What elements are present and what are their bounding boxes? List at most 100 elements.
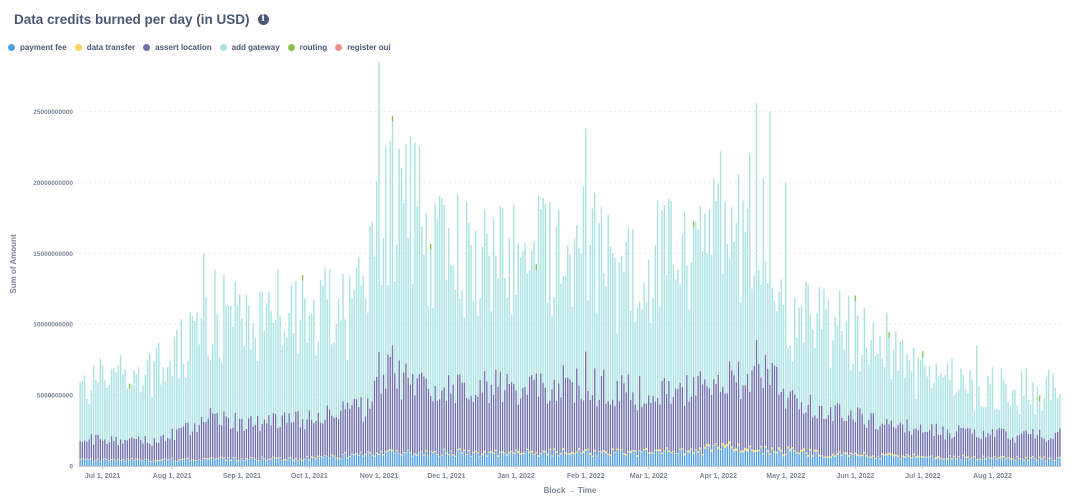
- bar-segment-payment-fee[interactable]: [409, 452, 412, 466]
- legend-item-routing[interactable]: routing: [287, 43, 327, 52]
- bar-segment-assert-location[interactable]: [578, 385, 580, 449]
- bar-segment-data-transfer[interactable]: [497, 455, 499, 457]
- bar-segment-routing[interactable]: [854, 295, 857, 302]
- bar-segment-assert-location[interactable]: [634, 404, 636, 451]
- bar-segment-add-gateway[interactable]: [814, 348, 816, 416]
- bar-segment-data-transfer[interactable]: [863, 451, 866, 454]
- bar-segment-assert-location[interactable]: [854, 422, 857, 453]
- bar-segment-add-gateway[interactable]: [308, 315, 311, 411]
- bar-segment-assert-location[interactable]: [270, 425, 272, 459]
- bar-segment-data-transfer[interactable]: [987, 456, 989, 458]
- bar-segment-payment-fee[interactable]: [832, 455, 834, 466]
- bar-segment-add-gateway[interactable]: [767, 283, 769, 369]
- bar-segment-payment-fee[interactable]: [1032, 457, 1034, 466]
- bar-segment-payment-fee[interactable]: [695, 449, 697, 466]
- bar-segment-assert-location[interactable]: [135, 438, 137, 459]
- bar-segment-assert-location[interactable]: [176, 429, 178, 461]
- bar-segment-data-transfer[interactable]: [971, 456, 973, 458]
- bar-segment-data-transfer[interactable]: [803, 448, 805, 451]
- bar-segment-data-transfer[interactable]: [171, 457, 173, 459]
- bar-segment-assert-location[interactable]: [964, 428, 967, 457]
- bar-segment-payment-fee[interactable]: [463, 450, 466, 466]
- bar-segment-payment-fee[interactable]: [715, 444, 717, 466]
- bar-segment-add-gateway[interactable]: [809, 314, 812, 395]
- bar-segment-add-gateway[interactable]: [576, 225, 578, 369]
- bar-segment-add-gateway[interactable]: [856, 315, 859, 408]
- bar-segment-assert-location[interactable]: [645, 403, 648, 448]
- bar-segment-data-transfer[interactable]: [382, 453, 385, 456]
- bar-segment-assert-location[interactable]: [364, 416, 367, 454]
- bar-segment-assert-location[interactable]: [272, 412, 275, 457]
- legend-item-assert-location[interactable]: assert location: [143, 43, 212, 52]
- bar-segment-assert-location[interactable]: [661, 380, 663, 453]
- bar-segment-assert-location[interactable]: [787, 397, 789, 447]
- bar-segment-payment-fee[interactable]: [164, 458, 167, 466]
- bar-segment-assert-location[interactable]: [996, 429, 998, 459]
- bar-segment-add-gateway[interactable]: [155, 347, 158, 443]
- bar-segment-assert-location[interactable]: [513, 383, 515, 453]
- bar-segment-add-gateway[interactable]: [315, 355, 317, 421]
- bar-segment-assert-location[interactable]: [434, 385, 436, 452]
- bar-segment-add-gateway[interactable]: [1056, 398, 1059, 432]
- bar-segment-data-transfer[interactable]: [158, 460, 160, 461]
- bar-segment-payment-fee[interactable]: [753, 452, 755, 466]
- bar-segment-assert-location[interactable]: [160, 436, 162, 460]
- bar-segment-data-transfer[interactable]: [488, 451, 490, 453]
- bar-segment-payment-fee[interactable]: [717, 449, 719, 466]
- bar-segment-assert-location[interactable]: [234, 412, 236, 458]
- bar-segment-assert-location[interactable]: [524, 386, 526, 453]
- bar-segment-payment-fee[interactable]: [414, 454, 416, 466]
- bar-segment-payment-fee[interactable]: [558, 456, 560, 467]
- bar-segment-add-gateway[interactable]: [304, 298, 306, 430]
- bar-segment-add-gateway[interactable]: [483, 209, 486, 371]
- bar-segment-payment-fee[interactable]: [441, 455, 443, 466]
- bar-segment-data-transfer[interactable]: [665, 447, 668, 450]
- bar-segment-payment-fee[interactable]: [349, 456, 351, 466]
- bar-segment-assert-location[interactable]: [510, 381, 513, 451]
- bar-segment-assert-location[interactable]: [263, 419, 266, 459]
- bar-segment-add-gateway[interactable]: [263, 330, 266, 420]
- bar-segment-payment-fee[interactable]: [650, 453, 652, 466]
- bar-segment-data-transfer[interactable]: [113, 459, 115, 461]
- bar-segment-assert-location[interactable]: [589, 399, 591, 453]
- bar-segment-data-transfer[interactable]: [656, 449, 659, 451]
- bar-segment-payment-fee[interactable]: [865, 456, 868, 466]
- bar-segment-assert-location[interactable]: [236, 431, 239, 461]
- bar-segment-payment-fee[interactable]: [189, 461, 191, 466]
- bar-segment-assert-location[interactable]: [825, 418, 827, 457]
- bar-segment-data-transfer[interactable]: [461, 452, 463, 454]
- bar-segment-payment-fee[interactable]: [883, 455, 886, 466]
- bar-segment-payment-fee[interactable]: [110, 459, 113, 466]
- bar-segment-assert-location[interactable]: [807, 404, 809, 455]
- bar-segment-routing[interactable]: [301, 274, 304, 281]
- bar-segment-add-gateway[interactable]: [897, 370, 899, 425]
- bar-segment-add-gateway[interactable]: [164, 381, 167, 442]
- bar-segment-payment-fee[interactable]: [564, 453, 567, 466]
- bar-segment-data-transfer[interactable]: [1041, 458, 1043, 460]
- bar-segment-data-transfer[interactable]: [1025, 456, 1027, 458]
- bar-segment-payment-fee[interactable]: [645, 449, 648, 466]
- bar-segment-assert-location[interactable]: [906, 419, 908, 455]
- bar-segment-payment-fee[interactable]: [605, 452, 607, 466]
- bar-segment-payment-fee[interactable]: [962, 456, 964, 466]
- bar-segment-add-gateway[interactable]: [508, 237, 511, 384]
- bar-segment-assert-location[interactable]: [897, 424, 899, 456]
- bar-segment-add-gateway[interactable]: [652, 298, 654, 396]
- bar-segment-add-gateway[interactable]: [713, 178, 715, 380]
- bar-segment-data-transfer[interactable]: [623, 452, 625, 455]
- bar-segment-payment-fee[interactable]: [870, 457, 872, 466]
- bar-segment-payment-fee[interactable]: [728, 444, 731, 466]
- bar-segment-data-transfer[interactable]: [838, 451, 841, 453]
- bar-segment-assert-location[interactable]: [598, 399, 600, 452]
- bar-segment-payment-fee[interactable]: [773, 452, 776, 466]
- bar-segment-add-gateway[interactable]: [412, 283, 414, 375]
- bar-segment-payment-fee[interactable]: [829, 457, 832, 466]
- bar-segment-payment-fee[interactable]: [776, 453, 778, 466]
- bar-segment-payment-fee[interactable]: [861, 455, 863, 466]
- bar-segment-assert-location[interactable]: [169, 438, 171, 460]
- bar-segment-data-transfer[interactable]: [465, 454, 468, 455]
- bar-segment-add-gateway[interactable]: [834, 316, 836, 406]
- bar-segment-data-transfer[interactable]: [870, 456, 872, 458]
- bar-segment-payment-fee[interactable]: [549, 449, 551, 466]
- bar-segment-add-gateway[interactable]: [746, 209, 749, 374]
